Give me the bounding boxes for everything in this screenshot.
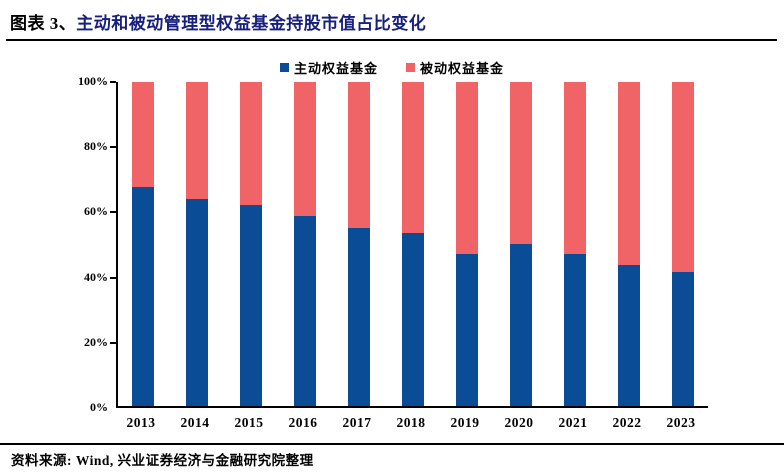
x-tick-label-2021: 2021 (558, 415, 588, 430)
legend-swatch-icon (406, 63, 415, 72)
bar-2023 (672, 82, 694, 406)
title-divider (6, 39, 777, 41)
y-tick-20 (110, 341, 116, 344)
segment-active-2017 (348, 227, 370, 406)
segment-passive-2014 (186, 82, 208, 199)
segment-passive-2018 (402, 82, 424, 233)
footer-divider (0, 443, 784, 445)
x-tick-label-2015: 2015 (234, 415, 264, 430)
bar-2021 (564, 82, 586, 406)
x-tick-label-2020: 2020 (504, 415, 534, 430)
segment-passive-2021 (564, 82, 586, 254)
bar-2017 (348, 82, 370, 406)
bar-2019 (456, 82, 478, 406)
legend-item-1: 被动权益基金 (406, 58, 504, 77)
segment-active-2015 (240, 205, 262, 406)
y-tick-label-0: 0% (90, 400, 108, 414)
y-tick-label-40: 40% (84, 269, 108, 284)
y-tick-label-80: 80% (84, 139, 108, 154)
y-tick-80 (110, 146, 116, 149)
segment-active-2021 (564, 253, 586, 406)
segment-passive-2019 (456, 82, 478, 254)
figure-title-text: 主动和被动管理型权益基金持股市值占比变化 (76, 14, 427, 33)
bar-2014 (186, 82, 208, 406)
x-tick-label-2019: 2019 (450, 415, 480, 430)
x-tick-label-2022: 2022 (612, 415, 642, 430)
x-tick-label-2014: 2014 (180, 415, 210, 430)
stacked-bar-plot-area (116, 82, 708, 408)
x-tick-label-2017: 2017 (342, 415, 372, 430)
bar-2013 (132, 82, 154, 406)
chart-legend: 主动权益基金 被动权益基金 (0, 58, 784, 77)
segment-active-2023 (672, 271, 694, 406)
segment-passive-2016 (294, 82, 316, 217)
segment-active-2014 (186, 198, 208, 406)
segment-passive-2013 (132, 82, 154, 188)
bar-2022 (618, 82, 640, 406)
bar-2018 (402, 82, 424, 406)
y-tick-100 (110, 81, 116, 83)
segment-passive-2023 (672, 82, 694, 272)
legend-item-0: 主动权益基金 (279, 58, 378, 77)
y-tick-label-60: 60% (84, 204, 108, 219)
x-tick-label-2018: 2018 (396, 415, 426, 430)
segment-passive-2020 (510, 82, 532, 244)
figure-title-prefix: 图表 3、 (10, 14, 77, 33)
figure-title: 图表 3、主动和被动管理型权益基金持股市值占比变化 (10, 9, 426, 34)
source-note: 资料来源: Wind, 兴业证券经济与金融研究院整理 (11, 453, 314, 468)
segment-active-2016 (294, 216, 316, 406)
segment-passive-2022 (618, 82, 640, 266)
y-tick-label-20: 20% (84, 334, 108, 349)
x-tick-label-2016: 2016 (288, 415, 318, 430)
segment-passive-2015 (240, 82, 262, 206)
y-tick-60 (110, 211, 116, 214)
x-tick-label-2023: 2023 (666, 415, 696, 430)
legend-swatch-icon (279, 63, 289, 72)
legend-label: 被动权益基金 (420, 61, 505, 76)
segment-active-2019 (456, 253, 478, 406)
segment-passive-2017 (348, 82, 370, 228)
y-tick-label-100: 100% (78, 74, 108, 88)
segment-active-2013 (132, 187, 154, 406)
segment-active-2020 (510, 244, 532, 406)
segment-active-2018 (402, 232, 424, 406)
y-tick-40 (110, 276, 116, 279)
segment-active-2022 (618, 265, 640, 406)
bar-2015 (240, 82, 262, 406)
x-tick-label-2013: 2013 (126, 415, 156, 430)
bar-2020 (510, 82, 532, 406)
legend-label: 主动权益基金 (293, 61, 378, 76)
bar-2016 (294, 82, 316, 406)
